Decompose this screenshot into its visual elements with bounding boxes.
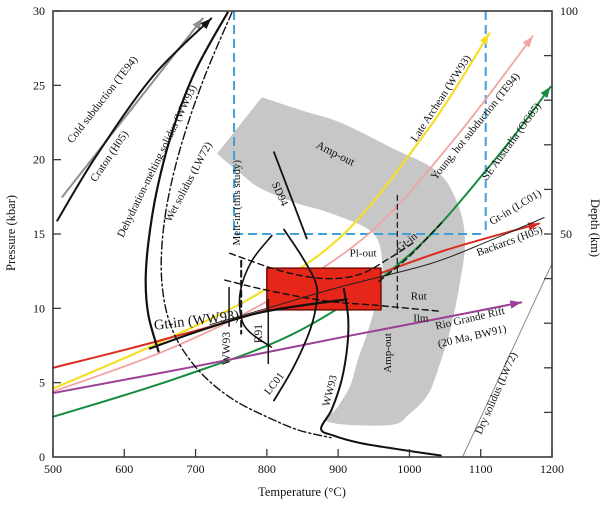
young-hot-subduction-geotherm	[52, 35, 534, 393]
curve-label: R91	[253, 324, 265, 343]
x-tick-label: 500	[44, 462, 62, 476]
x-tick-label: 800	[258, 462, 276, 476]
wet-solidus	[160, 11, 332, 439]
curve-label: Dry solidus (LW72)	[473, 350, 520, 436]
chart-layers: 500 600 700 800 900 1000 1100 1200 0 5 10 15 20 25 30 5…	[33, 4, 578, 476]
arrowhead	[540, 86, 551, 99]
curve-label: Ilm	[413, 313, 429, 325]
amp-out-band	[216, 97, 466, 426]
melt-in-curve	[238, 234, 273, 348]
rio-grande-rift-geotherm	[52, 301, 523, 395]
x-tick-label: 900	[329, 462, 347, 476]
sd94-line	[273, 151, 308, 240]
curve-label: Melt-in (this study)	[231, 160, 243, 246]
depth-tick-label: 100	[560, 4, 578, 18]
curve-label: Dehydration-melting solidus (WW93)	[115, 83, 200, 240]
craton-geotherm	[56, 17, 213, 222]
curve-label: WW93	[221, 332, 233, 365]
x-tick-label: 1200	[540, 462, 564, 476]
rut-ilm-curve	[224, 279, 442, 313]
x-tick-label: 700	[187, 462, 205, 476]
lc01-curve	[273, 228, 319, 402]
amp-out-band-shape	[216, 97, 466, 426]
curve-label: WW93	[321, 374, 340, 408]
curve-label: Amp-out	[382, 333, 394, 373]
arrowhead	[200, 18, 212, 30]
arrowhead	[527, 222, 540, 231]
arrowhead	[192, 18, 203, 30]
arrowhead	[509, 300, 522, 309]
x-tick-label: 1100	[469, 462, 493, 476]
cold-subduction-geotherm	[61, 17, 204, 198]
y-tick-label: 15	[33, 227, 45, 241]
y-tick-label: 20	[33, 153, 45, 167]
y-tick-label: 0	[39, 450, 45, 464]
dry-solidus-line	[462, 264, 552, 457]
curve-label: Rut	[411, 290, 427, 302]
x-tick-label: 600	[115, 462, 133, 476]
curve-label: Cold subduction (TE94)	[65, 54, 140, 146]
axes: 500 600 700 800 900 1000 1100 1200 0 5 10 15 20 25 30 5…	[33, 4, 578, 476]
x-axis-title: Temperature (°C)	[258, 485, 346, 499]
x-tick-label: 1000	[397, 462, 421, 476]
reaction-curves	[144, 11, 552, 457]
pl-out-curve	[229, 242, 414, 280]
inset-rectangle	[233, 10, 487, 235]
annotations: Cold subduction (TE94)Craton (H05)Dehydr…	[65, 53, 545, 436]
depth-tick-label: 50	[560, 227, 572, 241]
arrowhead	[479, 33, 490, 45]
y-tick-label: 25	[33, 78, 45, 92]
depth-axis-title: Depth (km)	[588, 199, 600, 257]
gt-in-dashed-line	[378, 221, 443, 283]
y-tick-label: 10	[33, 301, 45, 315]
gt-in-lc01-line	[209, 217, 545, 326]
curve-label: Wet solidus (LW72)	[163, 140, 215, 224]
y-axis-title: Pressure (kbar)	[4, 195, 18, 271]
arrowhead	[522, 36, 533, 48]
y-tick-label: 30	[33, 4, 45, 18]
ww93-curve	[320, 288, 442, 457]
dehydration-melting-solidus	[144, 11, 229, 353]
curve-label: Pl-out	[350, 247, 377, 259]
y-tick-label: 5	[39, 376, 45, 390]
